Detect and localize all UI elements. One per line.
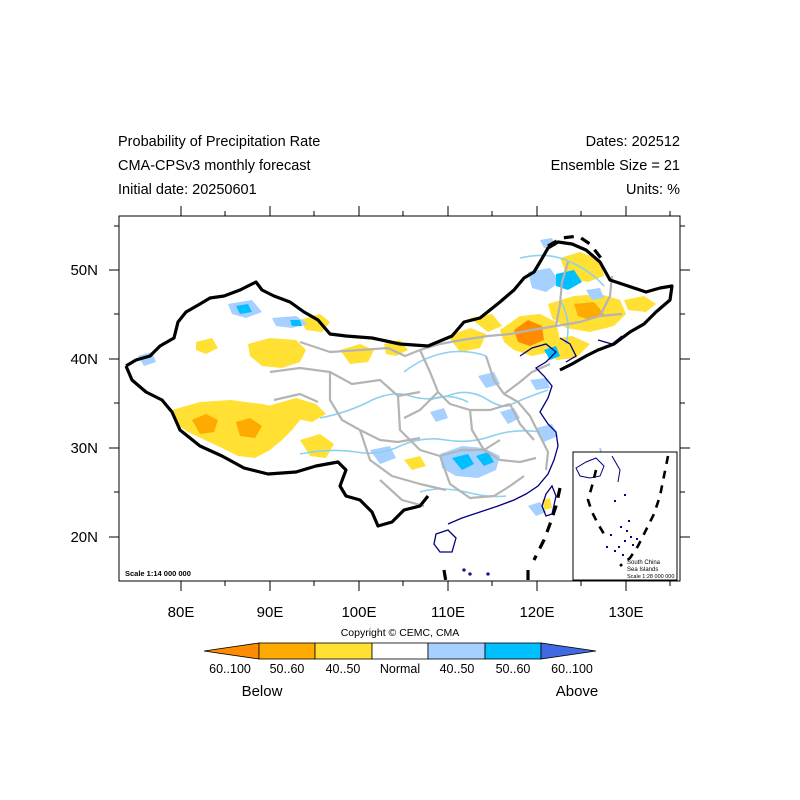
colorbar-label-above-50-60: 50..60 <box>496 662 531 676</box>
colorbar-swatch-below-50-60 <box>258 642 316 660</box>
province-boundaries <box>269 261 623 508</box>
maritime-boundary <box>442 234 606 581</box>
inset-title-line2: Sea Islands <box>627 567 658 573</box>
lat-label-40n: 40N <box>70 351 98 368</box>
colorbar-swatch-above-50-60 <box>484 642 542 660</box>
units-label: Units: % <box>626 182 680 198</box>
map-title: Probability of Precipitation Rate <box>118 134 321 150</box>
country-border <box>124 240 674 528</box>
lat-label-20n: 20N <box>70 529 98 546</box>
colorbar: 60..100 50..60 40..50 Normal 40..50 50..… <box>203 642 599 700</box>
colorbar-swatch-below-60-100 <box>203 642 260 660</box>
lon-label-100e: 100E <box>341 604 376 621</box>
colorbar-label-normal: Normal <box>380 662 420 676</box>
lon-label-120e: 120E <box>519 604 554 621</box>
colorbar-swatch-below-40-50 <box>314 642 373 660</box>
colorbar-label-above-60-100: 60..100 <box>551 662 593 676</box>
colorbar-swatch-normal <box>371 642 429 660</box>
colorbar-swatch-above-60-100 <box>540 642 597 660</box>
copyright-text: Copyright © CEMC, CMA <box>341 627 460 639</box>
lon-label-130e: 130E <box>608 604 643 621</box>
colorbar-label-below-50-60: 50..60 <box>270 662 305 676</box>
lon-label-90e: 90E <box>257 604 284 621</box>
lon-label-110e: 110E <box>431 604 465 621</box>
colorbar-label-below-40-50: 40..50 <box>326 662 361 676</box>
south-china-sea-inset: South China Sea Islands Scale 1:28 000 0… <box>572 451 678 581</box>
inset-scale: Scale 1:28 000 000 <box>627 574 674 580</box>
inset-title-line1: South China <box>627 560 661 566</box>
map-scale: Scale 1:14 000 000 <box>125 569 191 578</box>
colorbar-below-label: Below <box>242 683 283 700</box>
axis-ticks <box>109 206 690 591</box>
colorbar-swatch-above-40-50 <box>427 642 486 660</box>
colorbar-label-below-60-100: 60..100 <box>209 662 251 676</box>
rivers <box>299 254 606 498</box>
forecast-dates: Dates: 202512 <box>585 134 680 150</box>
colorbar-label-above-40-50: 40..50 <box>440 662 475 676</box>
ensemble-size: Ensemble Size = 21 <box>550 158 680 174</box>
lon-label-80e: 80E <box>168 604 195 621</box>
lat-label-30n: 30N <box>70 440 98 457</box>
model-subtitle: CMA-CPSv3 monthly forecast <box>118 158 311 174</box>
lat-label-50n: 50N <box>70 262 98 279</box>
colorbar-above-label: Above <box>556 683 599 700</box>
initial-date: Initial date: 20250601 <box>118 182 257 198</box>
